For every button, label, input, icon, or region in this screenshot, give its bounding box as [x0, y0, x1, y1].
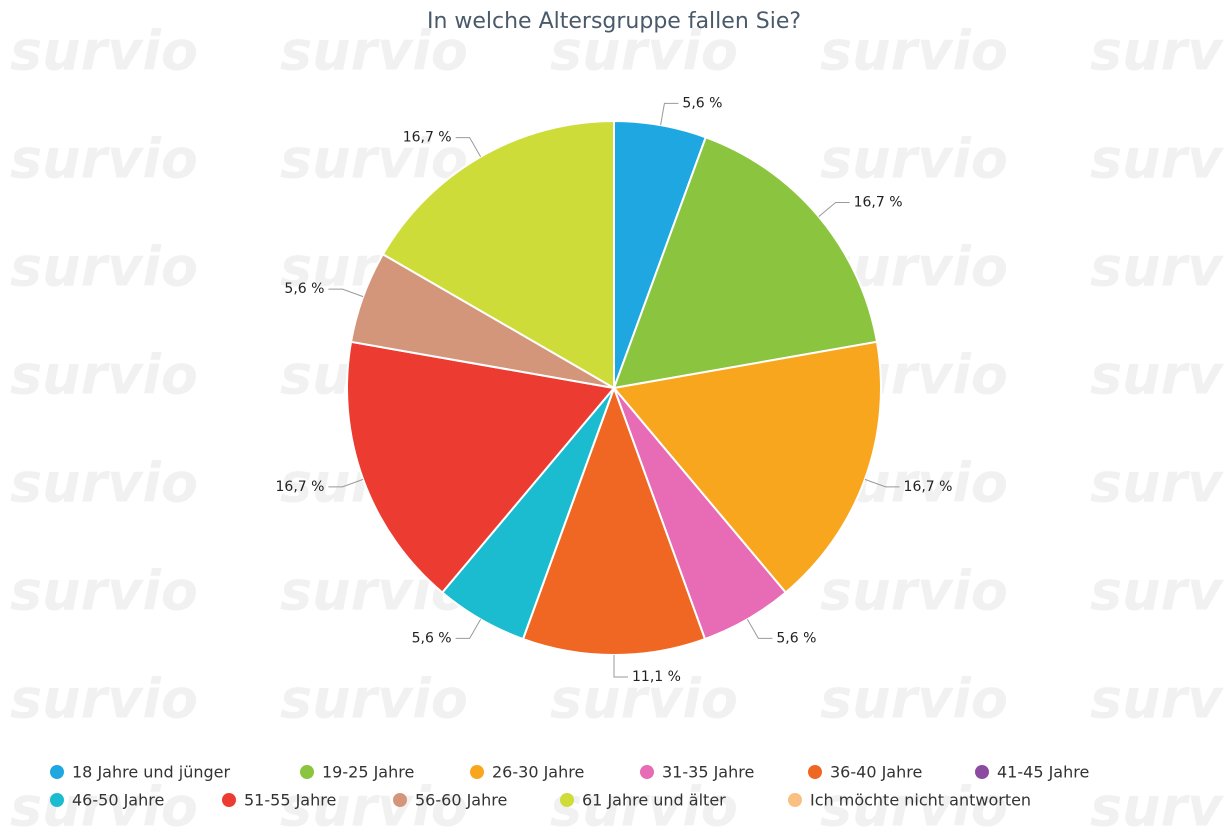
leader-line — [328, 478, 364, 488]
leader-line — [328, 288, 364, 298]
watermark: survio — [1090, 236, 1224, 299]
legend-label: 26-30 Jahre — [492, 763, 584, 782]
legend-label: 51-55 Jahre — [244, 791, 336, 810]
watermark: survio — [280, 128, 468, 191]
watermark: survio — [10, 668, 198, 731]
data-label: 11,1 % — [632, 669, 681, 685]
leader-line — [455, 619, 482, 639]
pie-slice — [381, 119, 615, 390]
legend-label: 46-50 Jahre — [72, 791, 164, 810]
watermark: survio — [820, 128, 1008, 191]
watermark: survio — [280, 776, 468, 832]
leader-line — [660, 102, 679, 126]
data-label: 16,7 % — [854, 195, 903, 211]
watermark: survio — [10, 452, 198, 515]
legend-label: 19-25 Jahre — [322, 763, 414, 782]
legend-label: 31-35 Jahre — [662, 763, 754, 782]
data-label: 16,7 % — [904, 479, 953, 495]
watermark: survio — [280, 668, 468, 731]
data-label: 5,6 % — [776, 630, 816, 646]
legend-swatch — [640, 765, 654, 779]
watermark: survio — [820, 560, 1008, 623]
watermark: survio — [10, 560, 198, 623]
data-label: 5,6 % — [412, 630, 452, 646]
legend-label: Ich möchte nicht antworten — [810, 791, 1031, 810]
watermark: survio — [1090, 128, 1224, 191]
pie-slice — [612, 135, 879, 390]
watermark: survio — [280, 20, 468, 83]
chart-title: In welche Altersgruppe fallen Sie? — [427, 9, 801, 34]
legend-swatch — [808, 765, 822, 779]
legend-label: 56-60 Jahre — [415, 791, 507, 810]
watermark: survio — [10, 20, 198, 83]
legend-label: 61 Jahre und älter — [582, 791, 726, 810]
legend-label: 41-45 Jahre — [997, 763, 1089, 782]
legend-swatch — [393, 793, 407, 807]
leader-line — [818, 202, 850, 218]
watermark: survio — [1090, 668, 1224, 731]
pie-slice — [346, 340, 616, 594]
watermark: survio — [550, 776, 738, 832]
watermark: survio — [1090, 560, 1224, 623]
watermark: survio — [1090, 344, 1224, 407]
legend-swatch — [50, 793, 64, 807]
watermark: survio — [820, 668, 1008, 731]
legend-swatch — [300, 765, 314, 779]
legend-label: 18 Jahre und jünger — [72, 763, 231, 782]
data-label: 5,6 % — [284, 281, 324, 297]
legend-swatch — [975, 765, 989, 779]
leader-line — [613, 655, 628, 678]
watermark: survio — [10, 236, 198, 299]
watermark: survio — [10, 344, 198, 407]
leader-line — [746, 619, 773, 639]
watermark: survio — [550, 668, 738, 731]
leader-line — [455, 137, 482, 157]
data-label: 16,7 % — [403, 130, 452, 146]
watermark: survio — [1090, 452, 1224, 515]
legend-swatch — [788, 793, 802, 807]
watermark: survio — [820, 776, 1008, 832]
data-label: 5,6 % — [682, 95, 722, 111]
watermark: survio — [10, 776, 198, 832]
watermark: survio — [550, 20, 738, 83]
watermark: survio — [1090, 776, 1224, 832]
leader-line — [864, 478, 900, 488]
data-label: 16,7 % — [276, 479, 325, 495]
legend-swatch — [560, 793, 574, 807]
legend-swatch — [470, 765, 484, 779]
legend-label: 36-40 Jahre — [830, 763, 922, 782]
legend-swatch — [222, 793, 236, 807]
watermark: survio — [820, 20, 1008, 83]
watermark: survio — [10, 128, 198, 191]
legend-swatch — [50, 765, 64, 779]
pie-slice — [612, 340, 882, 594]
watermark: survio — [1090, 20, 1224, 83]
